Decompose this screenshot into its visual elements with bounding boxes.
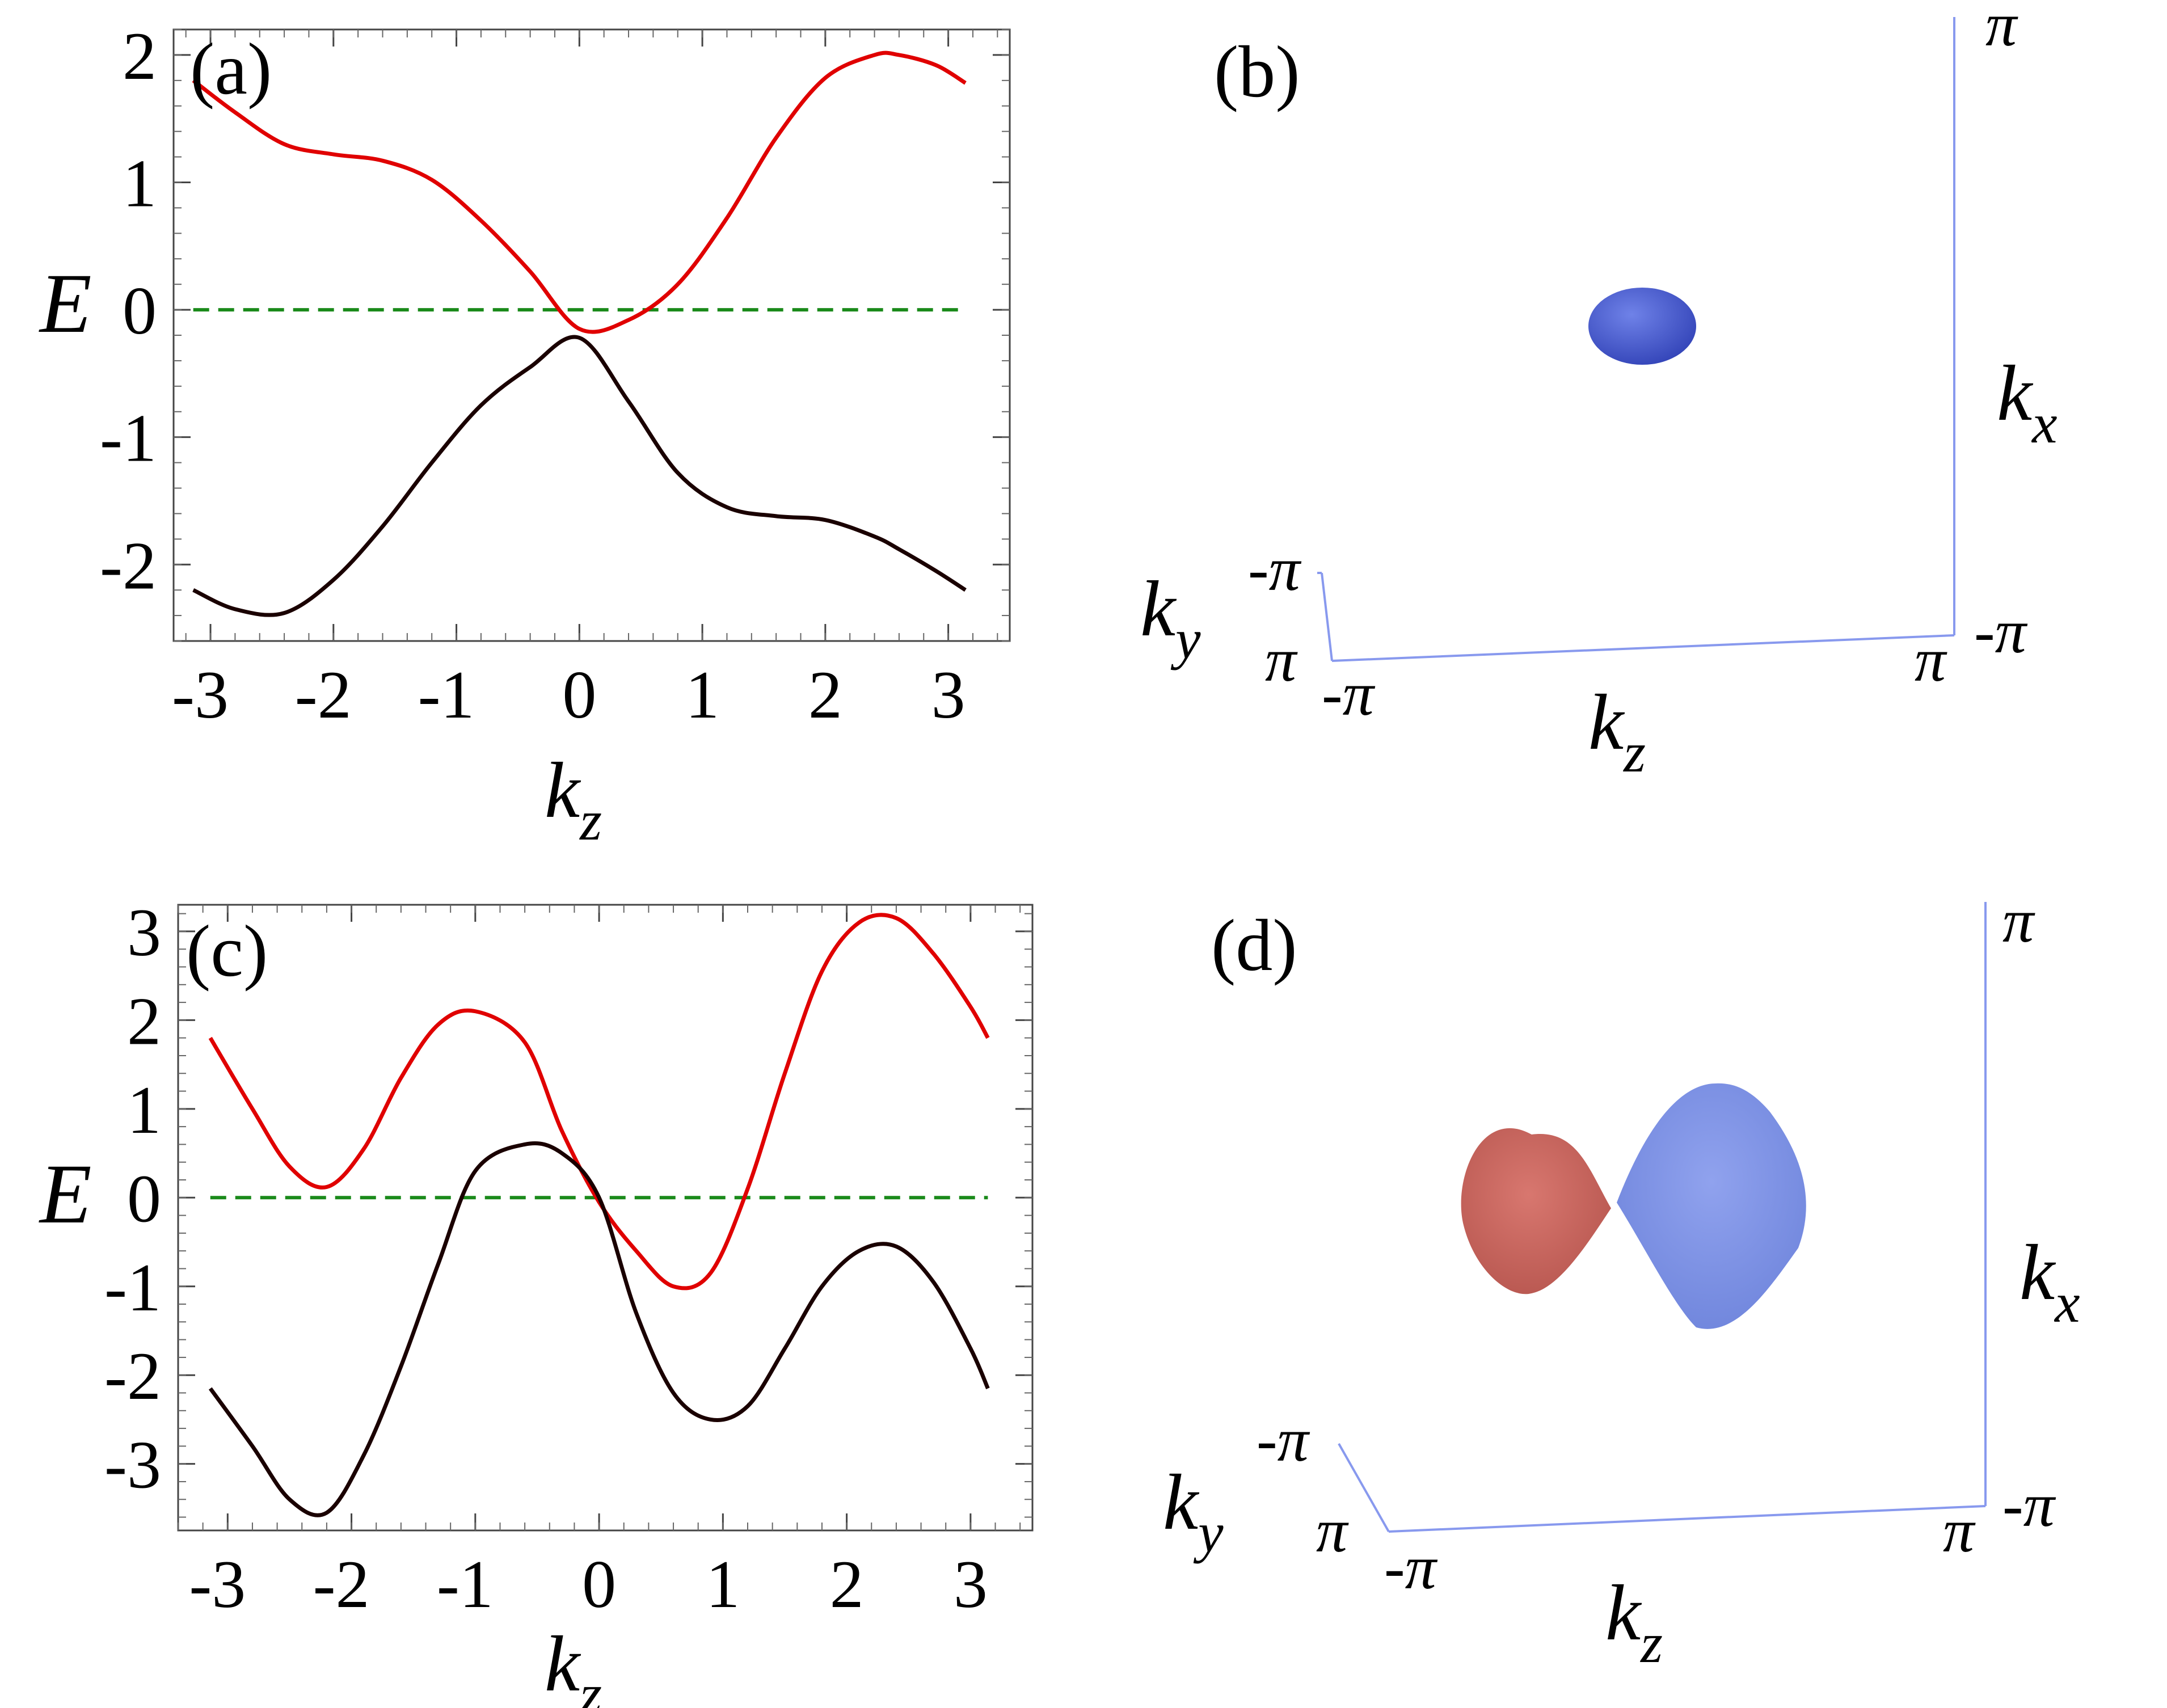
y-tick-labels-c: -3 -2 -1 0 1 2 3 — [104, 895, 161, 1503]
plot-frame-a — [172, 28, 1011, 642]
x-axis-label-a: kz — [545, 747, 602, 852]
brillouin-zone-axes-d — [1338, 902, 1987, 1533]
x-tick-label: 0 — [562, 657, 596, 732]
x-tick-label: -1 — [418, 657, 475, 732]
kx-min-label-d: -π — [2002, 1470, 2056, 1540]
kz-min-label-d: -π — [1384, 1533, 1438, 1602]
x-tick-label: -2 — [313, 1546, 370, 1622]
panel-label-a: (a) — [190, 28, 272, 110]
x-tick-label: 3 — [954, 1546, 988, 1622]
y-tick-label: 2 — [127, 983, 161, 1058]
y-tick-label: 1 — [123, 146, 157, 221]
ky-axis-line-b — [1321, 572, 1333, 661]
y-tick-label: -1 — [100, 400, 157, 476]
x-tick-labels-c: -3 -2 -1 0 1 2 3 — [189, 1546, 988, 1622]
ky-min-label-d: -π — [1257, 1405, 1310, 1474]
kx-max-label-b: π — [1985, 0, 2018, 59]
ky-axis-line-d — [1338, 1443, 1390, 1532]
panel-label-c: (c) — [186, 910, 268, 992]
kz-max-label-b: π — [1915, 625, 1947, 694]
x-tick-label: 2 — [830, 1546, 864, 1622]
ticks-a — [174, 29, 1010, 642]
y-tick-label: 0 — [127, 1161, 161, 1236]
x-tick-label: 3 — [931, 657, 966, 732]
kz-axis-label-b: kz — [1588, 678, 1646, 784]
x-tick-label: 1 — [685, 657, 719, 732]
kx-min-label-b: -π — [1974, 597, 2028, 666]
kx-axis-label-b: kx — [1997, 349, 2058, 455]
kz-min-label-b: -π — [1322, 659, 1376, 728]
x-tick-label: -2 — [295, 657, 352, 732]
kx-axis-label-d: kx — [2020, 1229, 2080, 1334]
y-tick-label: 2 — [123, 18, 157, 94]
kz-max-label-d: π — [1943, 1496, 1976, 1565]
x-tick-label: 2 — [808, 657, 842, 732]
brillouin-zone-axes-b — [1317, 17, 1955, 662]
panel-b: (b) π kx -π π -π kz -π π ky — [1140, 0, 2058, 784]
x-tick-label: 1 — [706, 1546, 740, 1622]
y-tick-label: -1 — [104, 1250, 161, 1325]
ky-axis-label-b: ky — [1140, 565, 1201, 670]
y-axis-label-a: E — [39, 256, 92, 351]
upper-band-curve-a — [192, 50, 967, 334]
kx-max-label-d: π — [2002, 886, 2035, 955]
panel-d: (d) π kx -π π -π kz -π π ky — [1163, 886, 2080, 1675]
panel-label-b: (b) — [1214, 31, 1300, 113]
lower-band-curve-a — [192, 335, 967, 617]
x-axis-label-c: kz — [545, 1620, 602, 1708]
y-tick-labels-a: -2 -1 0 1 2 — [100, 18, 157, 603]
x-tick-labels-a: -3 -2 -1 0 1 2 3 — [172, 657, 966, 732]
panel-c: -3 -2 -1 0 1 2 3 -3 -2 -1 0 1 2 3 (c) E kz — [39, 895, 1034, 1708]
x-tick-label: 0 — [582, 1546, 616, 1622]
y-tick-label: 0 — [123, 273, 157, 348]
panel-label-d: (d) — [1211, 905, 1297, 986]
red-fermi-surface-d — [1461, 1128, 1611, 1294]
ky-max-label-d: π — [1316, 1496, 1349, 1565]
y-axis-label-c: E — [39, 1147, 92, 1241]
y-tick-label: -2 — [100, 528, 157, 603]
upper-band-curve-c — [208, 913, 990, 1291]
ky-axis-label-d: ky — [1163, 1458, 1224, 1564]
plot-frame-c — [177, 904, 1034, 1532]
x-tick-label: -3 — [172, 657, 229, 732]
kz-axis-line-b — [1331, 634, 1955, 662]
kz-axis-label-d: kz — [1605, 1569, 1663, 1675]
x-tick-label: -1 — [437, 1546, 494, 1622]
y-tick-label: 3 — [127, 895, 161, 970]
kz-axis-line-d — [1388, 1505, 1986, 1533]
ticks-c — [178, 905, 1032, 1530]
blue-fermi-surface-d — [1617, 1083, 1806, 1329]
ky-min-label-b: -π — [1248, 534, 1302, 604]
lower-band-curve-c — [208, 1141, 990, 1517]
x-tick-label: -3 — [189, 1546, 246, 1622]
y-tick-label: 1 — [127, 1072, 161, 1148]
y-tick-label: -3 — [104, 1427, 161, 1503]
blue-fermi-surface-b — [1588, 288, 1696, 365]
y-tick-label: -2 — [104, 1338, 161, 1414]
ky-max-label-b: π — [1265, 625, 1298, 694]
